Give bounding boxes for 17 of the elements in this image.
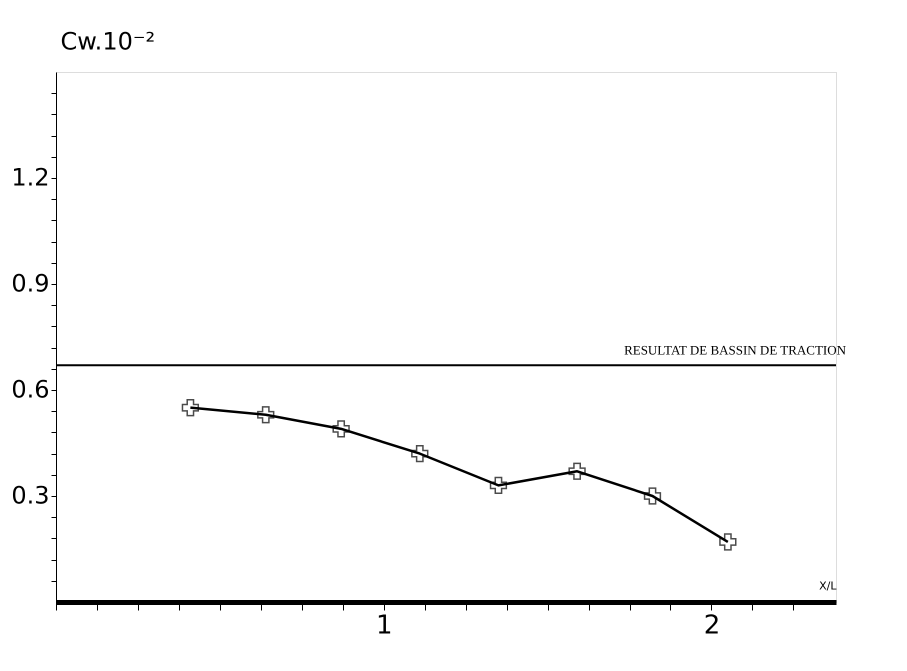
y-axis-title: Cw.10⁻² bbox=[60, 28, 156, 56]
x-tick-label: 2 bbox=[704, 610, 720, 640]
point bbox=[490, 476, 508, 494]
y-tick-label: 0.9 bbox=[11, 270, 50, 298]
y-tick-label: 1.2 bbox=[11, 164, 50, 192]
point bbox=[719, 533, 737, 551]
y-tick-label: 0.6 bbox=[11, 376, 50, 404]
point bbox=[257, 406, 274, 424]
y-tick-label: 0.3 bbox=[11, 482, 50, 510]
point bbox=[568, 462, 586, 480]
point bbox=[644, 487, 662, 505]
ref-line-label: RESULTAT DE BASSIN DE TRACTION bbox=[624, 342, 847, 358]
x-axis-title: X/L bbox=[819, 580, 838, 592]
point bbox=[411, 444, 428, 462]
x-tick-label: 1 bbox=[376, 610, 393, 640]
point bbox=[332, 420, 350, 438]
point bbox=[182, 399, 200, 416]
